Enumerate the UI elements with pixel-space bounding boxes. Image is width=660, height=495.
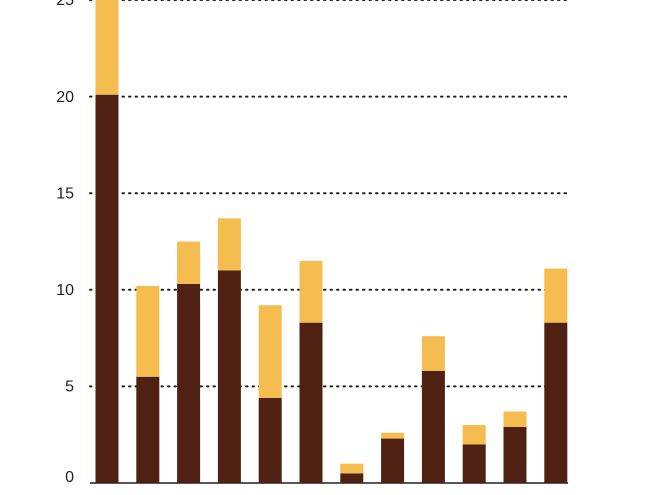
bar-segment-lower-12 xyxy=(544,322,568,483)
bar-segment-upper-5 xyxy=(258,305,282,398)
bar-segment-upper-8 xyxy=(381,432,405,439)
y-axis-tick-labels: 0 5 10 15 20 25 xyxy=(56,0,74,486)
bar-segment-upper-3 xyxy=(177,241,201,285)
bar-segment-upper-1 xyxy=(95,0,119,95)
bar-segment-upper-4 xyxy=(217,218,241,271)
bar-segment-lower-5 xyxy=(258,397,282,483)
bar-segment-upper-6 xyxy=(299,260,323,323)
bar-segment-upper-7 xyxy=(340,463,364,474)
bar-segment-lower-6 xyxy=(299,322,323,483)
y-tick-label: 20 xyxy=(56,89,74,106)
gridlines xyxy=(89,0,569,484)
y-tick-label: 0 xyxy=(65,469,74,486)
y-tick-label: 10 xyxy=(56,282,74,299)
bar-segment-upper-9 xyxy=(421,336,445,371)
bar-segment-lower-11 xyxy=(503,426,527,483)
y-tick-label: 5 xyxy=(65,379,74,396)
bar-segment-upper-11 xyxy=(503,411,527,427)
bar-segment-upper-10 xyxy=(462,425,486,445)
bar-segment-lower-7 xyxy=(340,473,364,483)
bar-segment-lower-1 xyxy=(95,94,119,483)
bar-segment-upper-2 xyxy=(136,285,160,377)
y-tick-label: 25 xyxy=(56,0,74,9)
bar-segment-lower-9 xyxy=(421,370,445,483)
bar-segment-upper-12 xyxy=(544,268,568,323)
bar-segment-lower-10 xyxy=(462,444,486,483)
bar-segment-lower-3 xyxy=(177,284,201,483)
y-tick-label: 15 xyxy=(56,185,74,202)
bar-segment-lower-2 xyxy=(136,376,160,483)
bar-segment-lower-4 xyxy=(217,270,241,483)
bar-segment-lower-8 xyxy=(381,438,405,483)
bar-series xyxy=(95,0,568,483)
